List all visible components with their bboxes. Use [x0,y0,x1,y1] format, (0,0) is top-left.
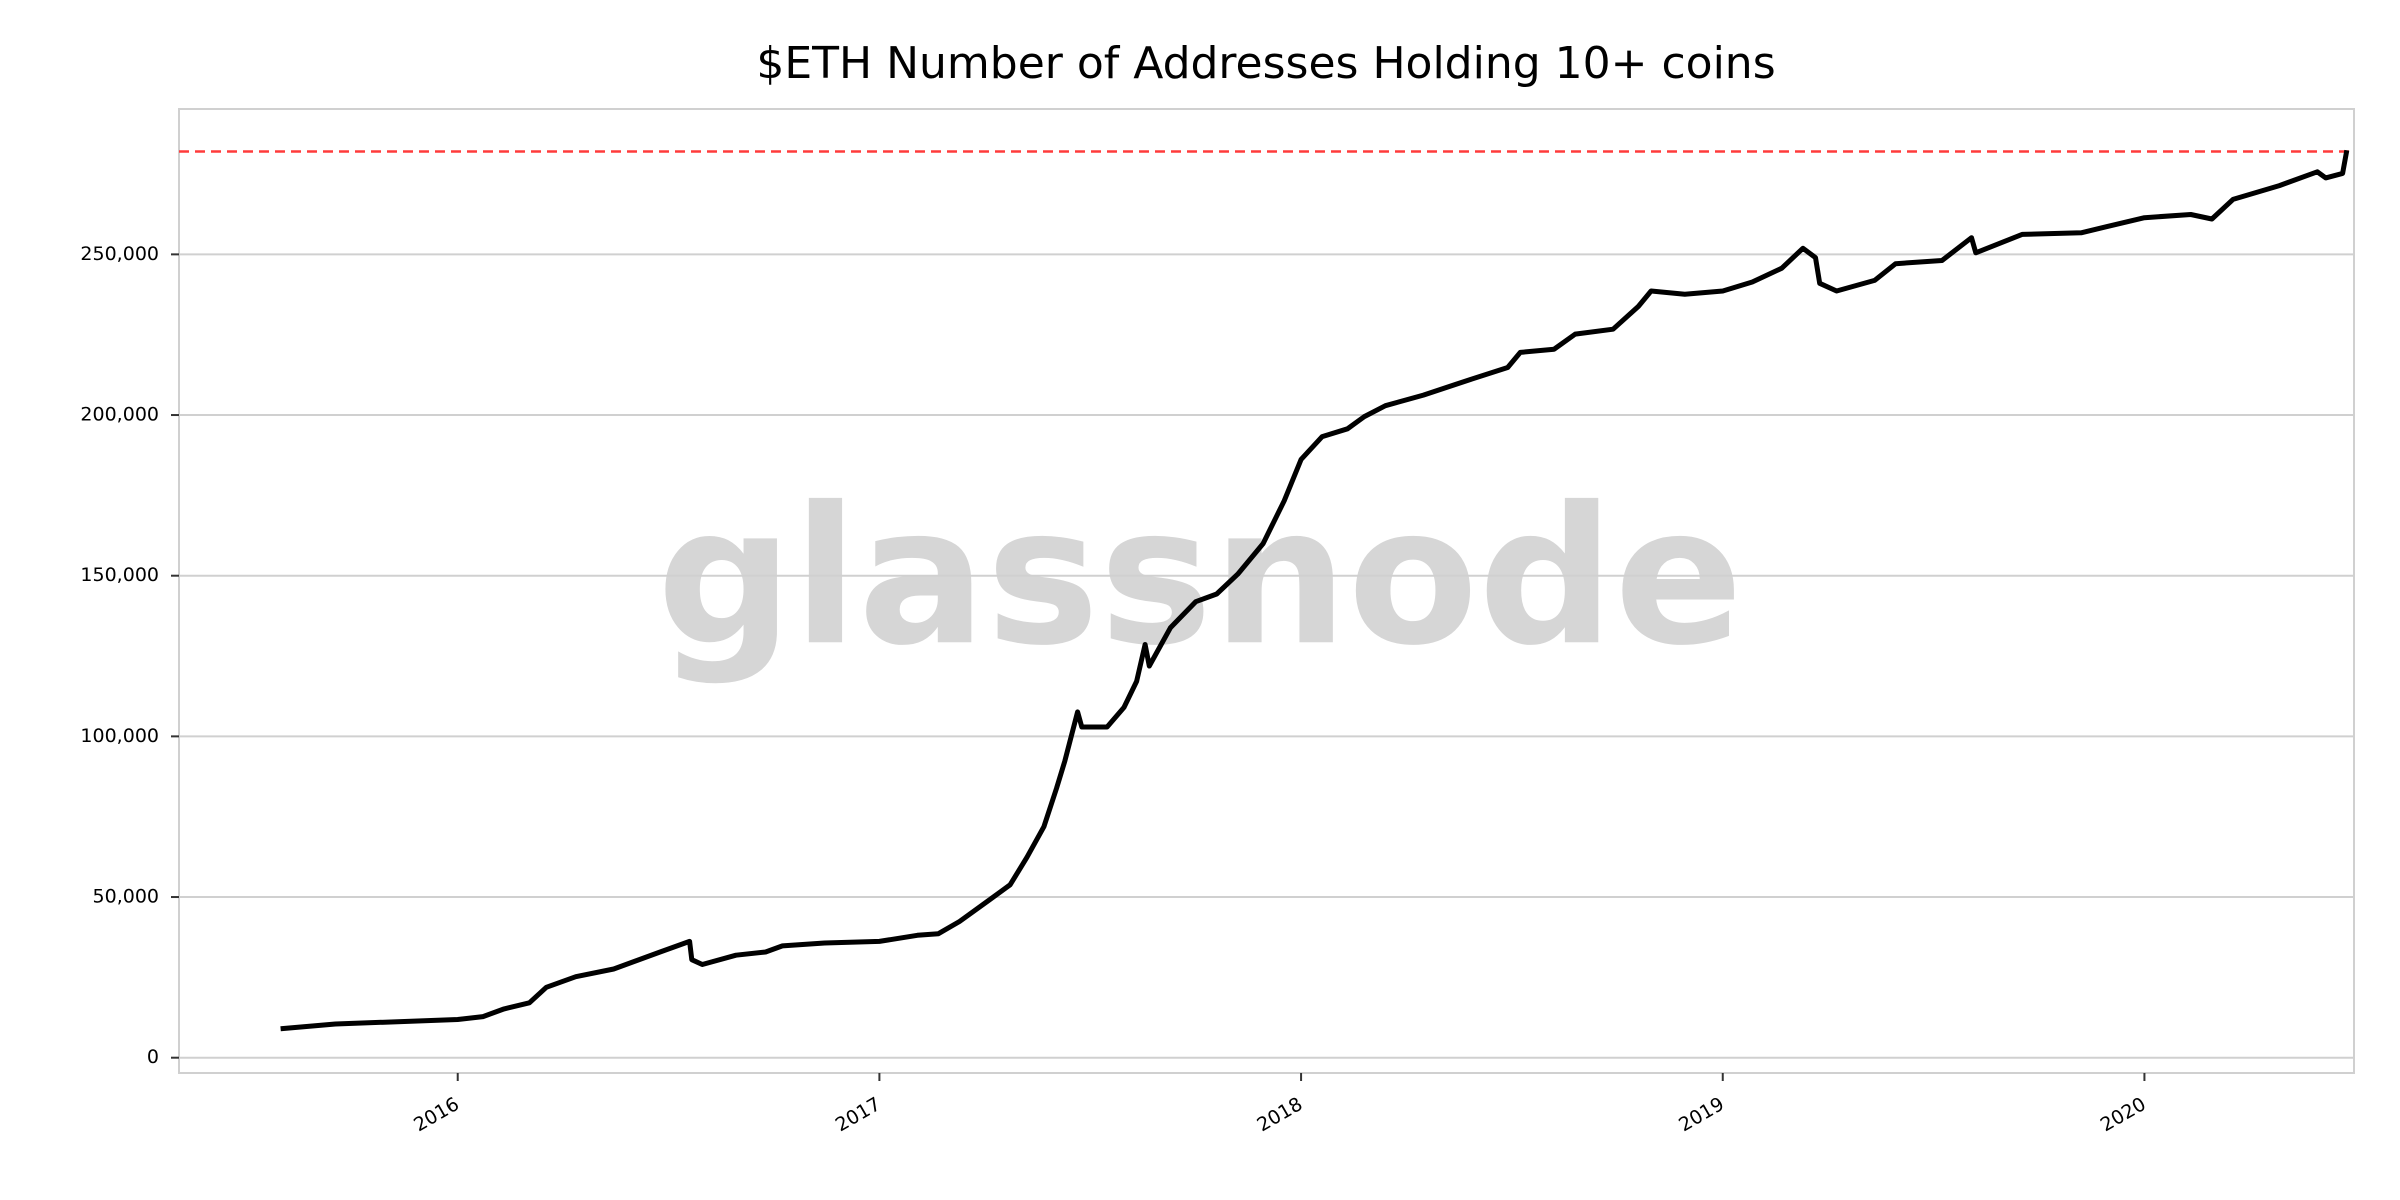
y-tick-label: 100,000 [80,725,159,747]
chart-title: $ETH Number of Addresses Holding 10+ coi… [756,38,1775,89]
data-line [280,149,2350,1032]
watermark: glassnode [657,466,1743,687]
x-tick-label: 2016 [410,1093,463,1136]
x-tick-label: 2017 [832,1093,885,1136]
y-tick-label: 200,000 [80,404,159,426]
x-tick-label: 2019 [1675,1093,1728,1136]
y-tick-label: 0 [147,1046,159,1068]
y-tick-label: 250,000 [80,243,159,265]
plot-frame [178,108,2355,1074]
y-tick-label: 50,000 [93,886,159,908]
x-tick-label: 2018 [1253,1093,1306,1136]
y-tick-label: 150,000 [80,564,159,586]
x-tick-label: 2020 [2097,1093,2150,1136]
